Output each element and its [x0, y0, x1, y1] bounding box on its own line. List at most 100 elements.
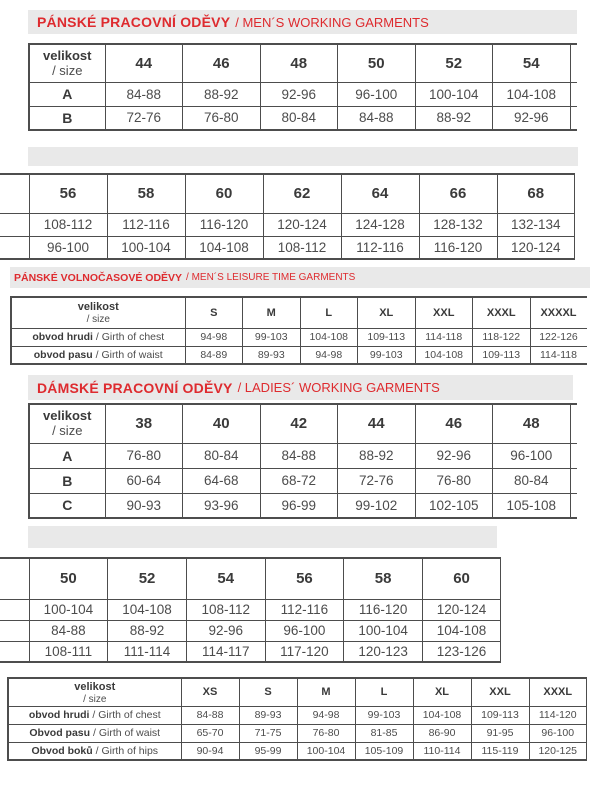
size-value-cell: 72-76: [104, 105, 183, 131]
size-column-header: 66: [418, 173, 498, 214]
row-label-cell: [0, 619, 30, 642]
size-value-cell: 109-113: [470, 705, 530, 725]
size-value-cell: 120-124: [262, 212, 342, 237]
size-label-header-cell: velikost / size: [28, 403, 106, 444]
size-value-cell: 72-76: [337, 467, 416, 494]
size-value-cell: 88-92: [414, 105, 493, 131]
row-label-cell: Obvod pasu / Girth of waist: [7, 723, 182, 743]
row-label-cell: [0, 235, 30, 260]
size-column-header: XL: [412, 677, 472, 707]
size-column-header: 50: [28, 557, 109, 600]
table-row: 84-88 88-92 92-96 96-100 100-104 104-108: [0, 619, 501, 642]
section-title-english: / LADIES´ WORKING GARMENTS: [237, 380, 440, 395]
section-title-english: / MEN´S LEISURE TIME GARMENTS: [186, 272, 356, 283]
size-column-header: S: [184, 296, 243, 329]
size-value-cell: 94-98: [299, 345, 358, 365]
table-row: 100-104 104-108 108-112 112-116 116-120 120-1…: [0, 598, 501, 621]
size-column-header: XXXL: [528, 677, 587, 707]
size-value-cell: 116-120: [184, 212, 264, 237]
row-label-cell: C: [28, 492, 106, 519]
clipped-value-cell: [569, 442, 577, 469]
mens_leisure-grid: velikost / size S M L XL XXL XXXL XXXXL obvod hru…: [10, 296, 587, 365]
table-row: C 90-93 93-96 96-99 99-102 102-105 105-108: [28, 492, 577, 519]
size-value-cell: 92-96: [259, 81, 338, 107]
size-value-cell: 100-104: [296, 741, 356, 761]
clipped-value-cell: [569, 81, 577, 107]
size-value-cell: 114-118: [529, 345, 587, 365]
section-title-czech: DÁMSKÉ PRACOVNÍ ODĚVY: [37, 379, 233, 396]
size-column-header: 56: [28, 173, 108, 214]
size-value-cell: 117-120: [264, 640, 345, 663]
size-column-header: S: [238, 677, 298, 707]
table-row: 96-100 100-104 104-108 108-112 112-116 116-12…: [0, 235, 575, 260]
table-row: A 76-80 80-84 84-88 88-92 92-96 96-100: [28, 442, 577, 469]
size-value-cell: 92-96: [185, 619, 266, 642]
size-column-header: 60: [421, 557, 501, 600]
size-column-header: 68: [496, 173, 575, 214]
spacer-bar: [28, 526, 497, 548]
size-value-cell: 65-70: [180, 723, 240, 743]
size-value-cell: 76-80: [104, 442, 183, 469]
size-value-cell: 105-108: [492, 492, 571, 519]
ladies-leisure-sizes-table: velikost / size XS S M L XL XXL XXXL obvod hrudi …: [7, 677, 587, 761]
size-value-cell: 112-116: [106, 212, 186, 237]
size-value-cell: 91-95: [470, 723, 530, 743]
table-row: B 72-76 76-80 80-84 84-88 88-92 92-96: [28, 105, 577, 131]
size-column-header: 46: [182, 43, 261, 83]
size-column-header: 60: [184, 173, 264, 214]
row-label-cell: Obvod boků / Girth of hips: [7, 741, 182, 761]
size-value-cell: 84-89: [184, 345, 243, 365]
size-value-cell: 86-90: [412, 723, 472, 743]
size-label-header-cell: [0, 557, 30, 600]
size-value-cell: 100-104: [106, 235, 186, 260]
size-value-cell: 115-119: [470, 741, 530, 761]
size-value-cell: 84-88: [180, 705, 240, 725]
size-value-cell: 96-99: [259, 492, 338, 519]
size-value-cell: 104-108: [107, 598, 187, 621]
table-row: obvod hrudi / Girth of chest 94-98 99-103 1…: [10, 327, 587, 347]
row-label-cell: B: [28, 105, 106, 131]
size-value-cell: 96-100: [492, 442, 571, 469]
size-value-cell: 105-109: [354, 741, 414, 761]
table-row: 108-111 111-114 114-117 117-120 120-123 123-1…: [0, 640, 501, 663]
size-value-cell: 90-93: [104, 492, 183, 519]
row-label-cell: A: [28, 442, 106, 469]
size-value-cell: 120-124: [421, 598, 501, 621]
size-value-cell: 84-88: [337, 105, 416, 131]
size-value-cell: 80-84: [182, 442, 261, 469]
size-column-header: 40: [182, 403, 261, 444]
size-value-cell: 64-68: [182, 467, 261, 494]
table-row: Obvod pasu / Girth of waist 65-70 71-75 76-…: [7, 723, 587, 743]
clipped-value-cell: [569, 492, 577, 519]
clipped-value-cell: [569, 105, 577, 131]
size-column-header: 42: [259, 403, 338, 444]
size-value-cell: 76-80: [182, 105, 261, 131]
clipped-column-header: [569, 403, 577, 444]
size-value-cell: 96-100: [528, 723, 587, 743]
size-column-header: 48: [492, 403, 571, 444]
table-row: obvod pasu / Girth of waist 84-89 89-93 94-…: [10, 345, 587, 365]
size-label-header-cell: velikost / size: [7, 677, 182, 707]
size-column-header: 50: [337, 43, 416, 83]
row-label-cell: A: [28, 81, 106, 107]
size-value-cell: 114-120: [528, 705, 587, 725]
size-value-cell: 116-120: [343, 598, 423, 621]
section-title-mens-leisure: PÁNSKÉ VOLNOČASOVÉ ODĚVY / MEN´S LEISURE…: [10, 267, 590, 288]
size-value-cell: 88-92: [107, 619, 187, 642]
mens-leisure-sizes-table: velikost / size S M L XL XXL XXXL XXXXL obvod hru…: [10, 296, 587, 365]
size-value-cell: 120-123: [343, 640, 423, 663]
size-value-cell: 71-75: [238, 723, 298, 743]
size-value-cell: 84-88: [104, 81, 183, 107]
row-label-cell: B: [28, 467, 106, 494]
table-row: Obvod boků / Girth of hips 90-94 95-99 100-…: [7, 741, 587, 761]
size-column-header: M: [242, 296, 301, 329]
size-value-cell: 104-108: [492, 81, 571, 107]
mens-working-sizes-table-2: 56 58 60 62 64 66 68 108-112 112-116 116-120 120-1…: [0, 173, 575, 260]
size-column-header: 58: [343, 557, 423, 600]
size-value-cell: 124-128: [340, 212, 420, 237]
size-column-header: 56: [264, 557, 345, 600]
size-column-header: XXL: [414, 296, 473, 329]
size-column-header: L: [354, 677, 414, 707]
size-value-cell: 109-113: [357, 327, 416, 347]
